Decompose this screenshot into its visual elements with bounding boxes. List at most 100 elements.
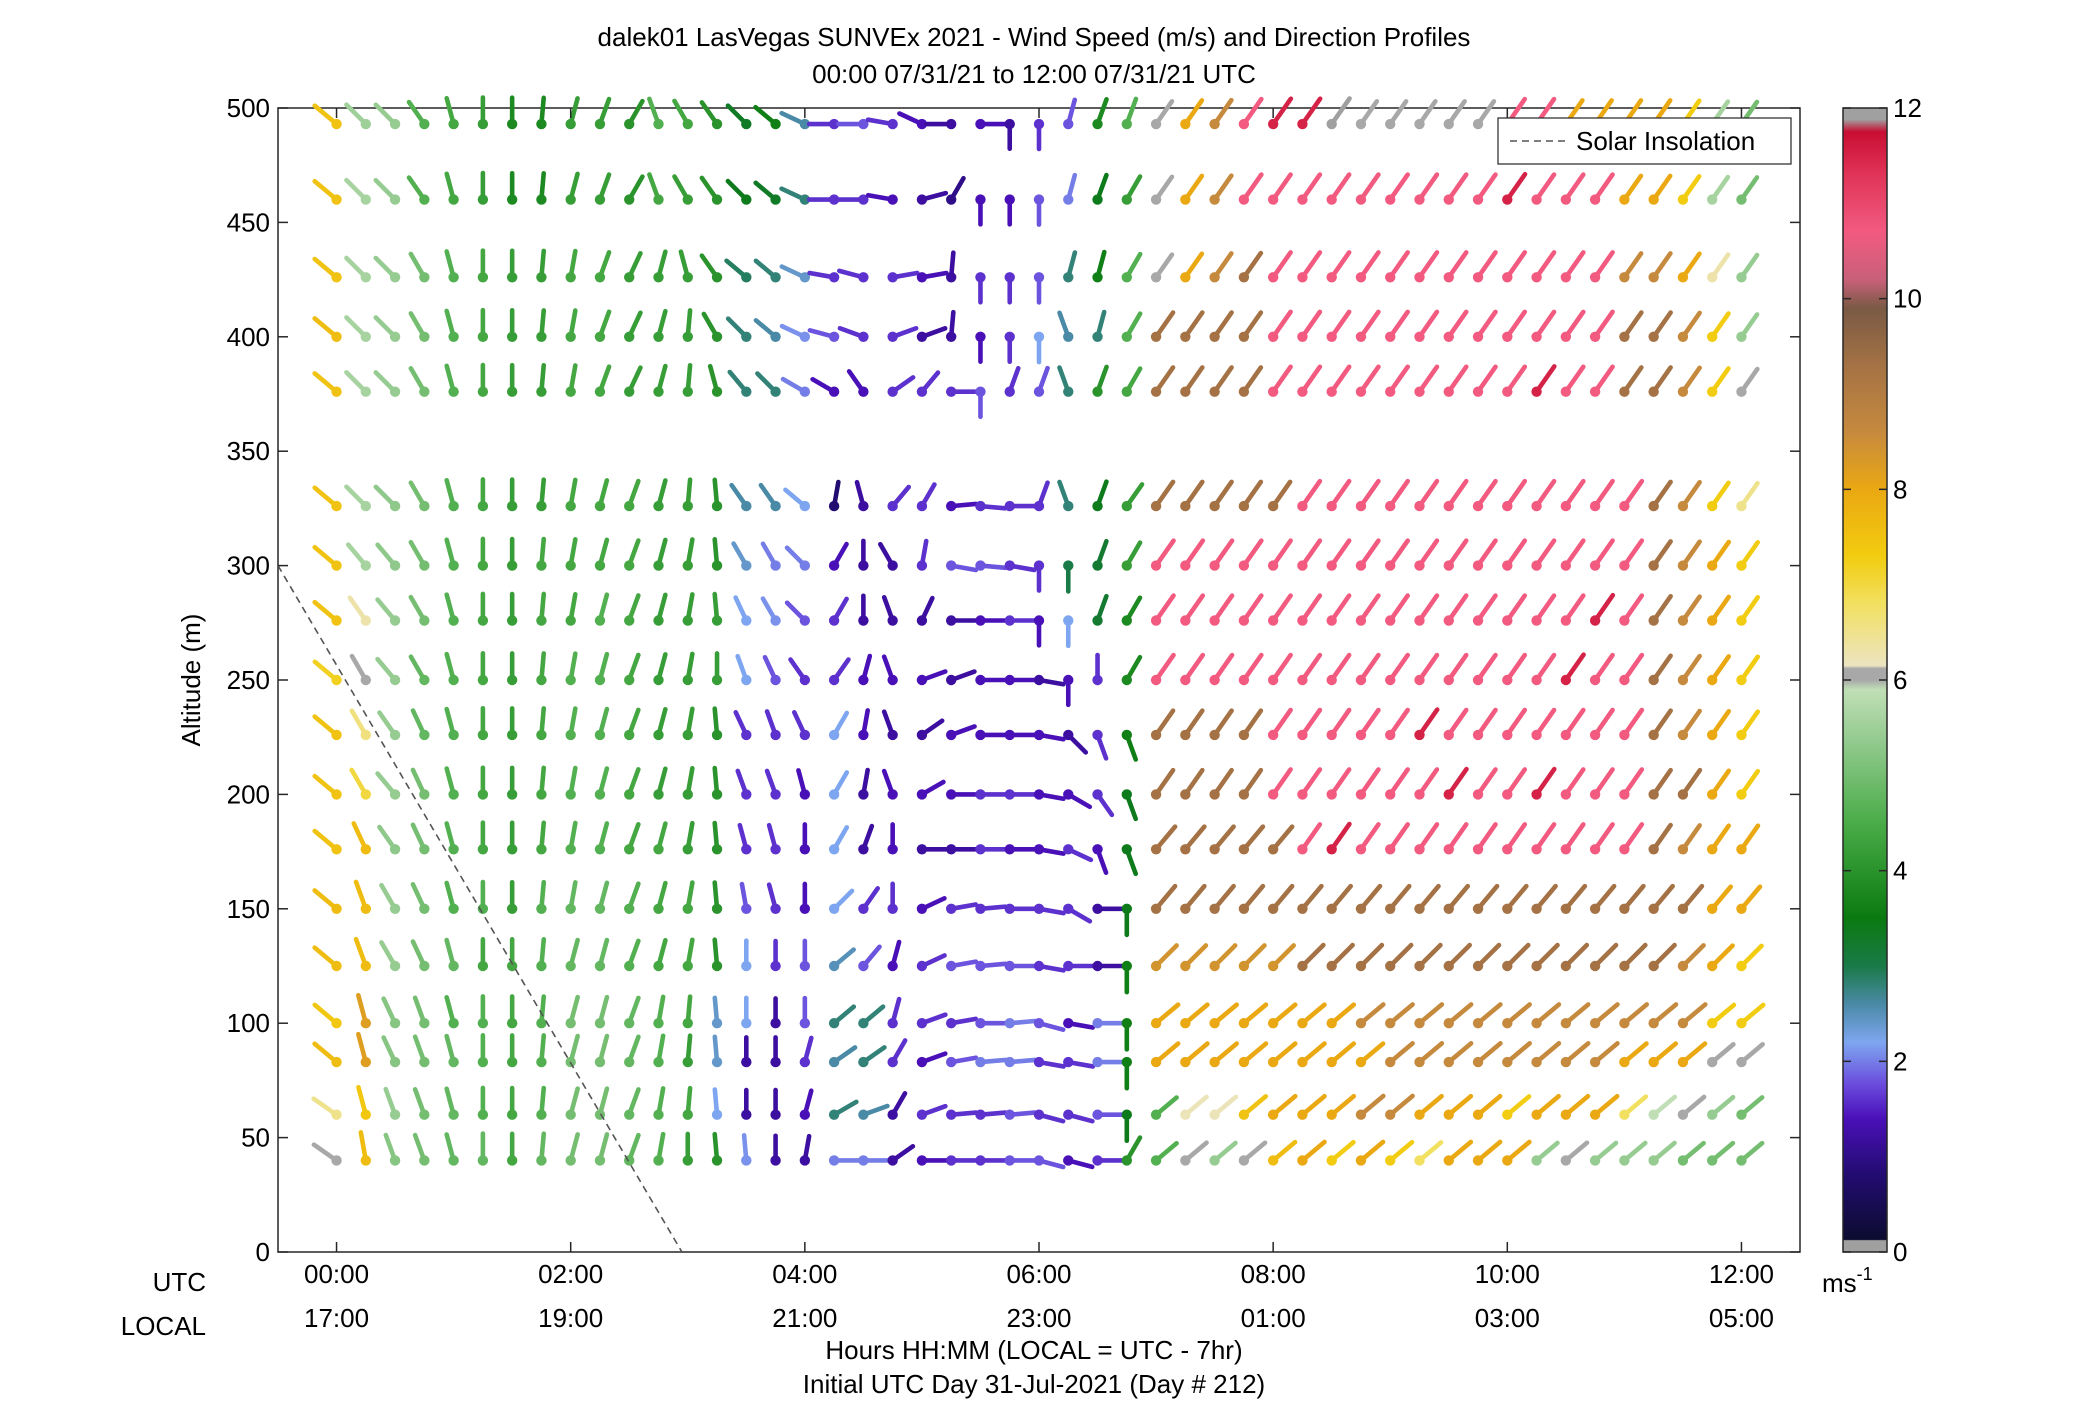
wind-barb	[1414, 1002, 1445, 1029]
wind-barb	[881, 594, 898, 626]
wind-barb	[1619, 173, 1644, 205]
wind-barb	[506, 937, 518, 972]
wind-barb-dot	[858, 118, 869, 130]
wind-barb	[1531, 822, 1557, 855]
wind-barb	[1414, 309, 1440, 342]
wind-barb-dot	[1355, 903, 1367, 914]
wind-barb	[412, 1034, 430, 1068]
wind-barb	[1677, 594, 1702, 626]
wind-barb-dot	[799, 331, 811, 342]
wind-barb	[312, 316, 342, 342]
wind-barb	[1180, 1002, 1210, 1029]
wind-barb-dot	[1033, 1155, 1045, 1166]
wind-barb	[711, 765, 723, 800]
wind-barb	[1677, 539, 1702, 571]
wind-barb-dot	[389, 789, 401, 800]
wind-barb	[1648, 883, 1675, 914]
wind-barb	[377, 824, 401, 855]
wind-barb-dot	[1589, 560, 1601, 571]
wind-barb-dot	[1297, 386, 1308, 397]
wind-barb	[1121, 960, 1133, 995]
wind-barb-dot	[1004, 844, 1015, 855]
wind-barb	[672, 98, 693, 130]
wind-barb	[1443, 478, 1469, 512]
wind-barb-dot	[1297, 674, 1308, 686]
wind-barb-dot	[741, 789, 752, 800]
wind-barb-dot	[858, 789, 869, 800]
wind-barb-dot	[1560, 1056, 1572, 1068]
wind-barb-dot	[828, 560, 840, 571]
wind-barb	[1443, 1093, 1474, 1120]
wind-barb-dot	[1502, 844, 1513, 855]
wind-barb-dot	[1560, 1018, 1572, 1029]
wind-barb	[1209, 1140, 1238, 1166]
wind-barb-dot	[1736, 729, 1747, 741]
wind-barb	[1004, 331, 1015, 365]
wind-barb	[506, 362, 518, 397]
wind-barb	[312, 773, 342, 800]
wind-barb-dot	[1238, 729, 1250, 741]
x-tick-label-local: 17:00	[304, 1303, 369, 1333]
wind-barb-dot	[975, 272, 986, 283]
wind-barb-dot	[1092, 1056, 1103, 1068]
wind-barb	[945, 1055, 979, 1068]
wind-barb	[1033, 480, 1050, 512]
wind-barb-dot	[506, 194, 518, 205]
wind-barb-dot	[1355, 272, 1367, 283]
wind-barb-dot	[1063, 789, 1074, 800]
wind-barb-dot	[477, 331, 489, 342]
wind-barb	[711, 706, 723, 741]
wind-barb	[1706, 884, 1734, 914]
wind-barb-dot	[653, 615, 664, 626]
wind-barb	[1736, 252, 1760, 283]
wind-barb-dot	[565, 118, 576, 130]
wind-barb	[975, 789, 1008, 800]
wind-barb-dot	[945, 118, 957, 130]
wind-barb	[1677, 310, 1702, 342]
wind-barb	[1180, 251, 1205, 283]
wind-barb	[1092, 97, 1109, 130]
y-tick-label: 250	[227, 665, 270, 695]
wind-barb	[760, 596, 781, 626]
wind-barb	[565, 994, 580, 1029]
wind-barb-dot	[1238, 1109, 1250, 1120]
wind-barb-dot	[1121, 386, 1133, 397]
wind-barb-dot	[1472, 194, 1484, 205]
wind-barb-dot	[741, 118, 752, 130]
wind-barb-dot	[653, 1056, 664, 1068]
wind-barb	[1238, 365, 1264, 397]
wind-barb	[506, 994, 518, 1029]
wind-barb	[1355, 309, 1381, 342]
wind-barb	[536, 308, 547, 342]
wind-barb	[1238, 172, 1264, 205]
wind-barb	[945, 1016, 979, 1029]
wind-barb	[410, 882, 430, 914]
wind-barb	[1033, 729, 1066, 742]
wind-barb-dot	[477, 560, 489, 571]
wind-barb-dot	[1472, 118, 1484, 130]
wind-barb	[536, 1131, 547, 1166]
wind-barb	[770, 1087, 781, 1120]
wind-barb-dot	[1063, 903, 1074, 914]
wind-barb	[1238, 824, 1266, 855]
wind-barb	[1063, 97, 1078, 130]
wind-barb	[881, 654, 898, 686]
wind-barb-dot	[1589, 960, 1601, 972]
wind-barb-dot	[1589, 1109, 1601, 1120]
wind-barb	[1414, 593, 1440, 626]
wind-barb-dot	[1472, 1018, 1484, 1029]
wind-barb	[624, 1087, 641, 1120]
wind-barb	[760, 541, 781, 571]
x-tick-label-utc: 12:00	[1709, 1259, 1774, 1289]
wind-barb	[1057, 479, 1074, 512]
wind-barb-dot	[331, 674, 342, 686]
wind-barb	[799, 938, 811, 972]
wind-barb-dot	[1180, 1109, 1191, 1120]
wind-barb-dot	[389, 194, 401, 205]
wind-barb	[653, 706, 668, 741]
wind-barb-dot	[1648, 194, 1659, 205]
wind-barb-dot	[331, 331, 342, 342]
wind-barb-dot	[1092, 844, 1103, 855]
wind-barb-dot	[331, 272, 342, 283]
wind-barb-dot	[565, 960, 576, 972]
